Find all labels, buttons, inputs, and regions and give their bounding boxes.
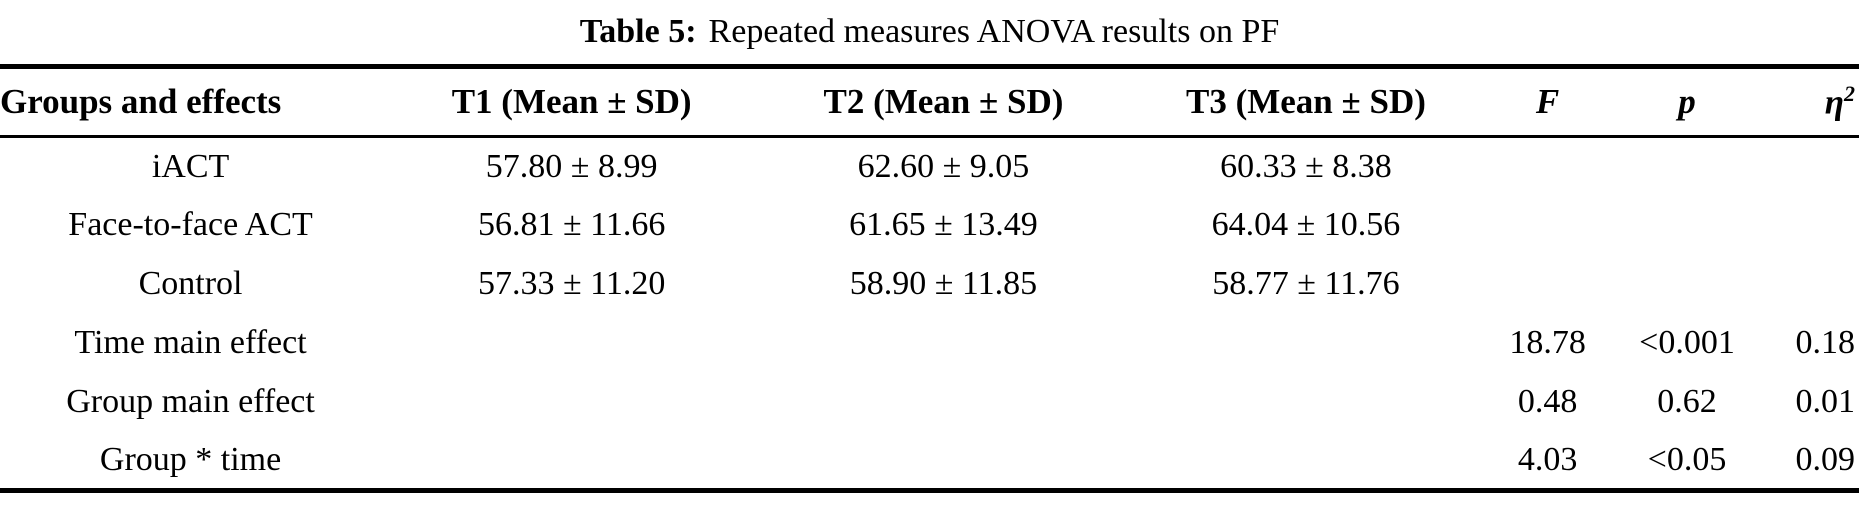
cell-t3-value: 60.33 ± 8.38 — [1220, 147, 1392, 185]
cell-t2-value — [762, 432, 1125, 491]
cell-t2-value — [762, 314, 1125, 373]
cell-t1-value — [381, 314, 762, 373]
header-t2-mean-sd: T2 (Mean ± SD) — [823, 82, 1064, 121]
cell-group-label: iACT — [151, 147, 230, 185]
table-row-group-time-interaction: Group * time 4.03 <0.05 0.09 — [0, 432, 1859, 491]
cell-f-value — [1487, 255, 1608, 314]
header-groups-effects: Groups and effects — [0, 82, 282, 121]
header-t1-mean-sd: T1 (Mean ± SD) — [451, 82, 692, 121]
header-t3-mean-sd: T3 (Mean ± SD) — [1185, 82, 1426, 121]
eta-superscript: 2 — [1844, 81, 1855, 107]
header-p-value: p — [1678, 82, 1696, 121]
cell-t1-value: 56.81 ± 11.66 — [477, 206, 666, 243]
table-row-time-main-effect: Time main effect 18.78 <0.001 0.18 — [0, 314, 1859, 373]
cell-t3-value: 58.77 ± 11.76 — [1212, 265, 1400, 302]
cell-t3-value: 64.04 ± 10.56 — [1211, 206, 1401, 243]
cell-eta2-value: 0.01 — [1795, 383, 1856, 420]
cell-eta2-value — [1766, 137, 1859, 196]
cell-t1-value: 57.33 ± 11.20 — [477, 265, 666, 302]
cell-effect-label: Time main effect — [74, 324, 307, 361]
cell-group-label: Face-to-face ACT — [68, 206, 313, 243]
cell-t2-value: 62.60 ± 9.05 — [857, 147, 1030, 185]
cell-eta2-value — [1766, 255, 1859, 314]
table-caption-text: Repeated measures ANOVA results on PF — [708, 13, 1280, 50]
cell-effect-label: Group * time — [99, 440, 282, 478]
cell-p-value: 0.62 — [1657, 383, 1717, 420]
cell-group-label: Control — [138, 265, 243, 302]
cell-eta2-value — [1766, 196, 1859, 255]
cell-p-value — [1608, 137, 1766, 196]
cell-t2-value: 58.90 ± 11.85 — [849, 265, 1038, 302]
cell-t1-value — [381, 373, 762, 432]
cell-t3-value — [1125, 432, 1488, 491]
cell-f-value: 18.78 — [1509, 324, 1586, 361]
table-row-control: Control 57.33 ± 11.20 58.90 ± 11.85 58.7… — [0, 255, 1859, 314]
cell-eta2-value: 0.09 — [1795, 440, 1856, 478]
table-row-group-main-effect: Group main effect 0.48 0.62 0.01 — [0, 373, 1859, 432]
cell-t1-value — [381, 432, 762, 491]
cell-p-value: <0.001 — [1639, 324, 1735, 361]
cell-t2-value: 61.65 ± 13.49 — [849, 206, 1038, 243]
table-caption-label: Table 5: — [579, 13, 697, 50]
header-row: Groups and effects T1 (Mean ± SD) T2 (Me… — [0, 67, 1859, 137]
table-caption: Table 5: Repeated measures ANOVA results… — [0, 0, 1859, 64]
cell-f-value — [1487, 196, 1608, 255]
header-f-statistic: F — [1535, 82, 1560, 121]
cell-t3-value — [1125, 314, 1488, 373]
cell-f-value — [1487, 137, 1608, 196]
table-row-face-to-face-act: Face-to-face ACT 56.81 ± 11.66 61.65 ± 1… — [0, 196, 1859, 255]
cell-f-value: 4.03 — [1517, 440, 1578, 478]
cell-t1-value: 57.80 ± 8.99 — [485, 147, 658, 185]
anova-results-table: Groups and effects T1 (Mean ± SD) T2 (Me… — [0, 64, 1859, 493]
cell-p-value — [1608, 196, 1766, 255]
cell-effect-label: Group main effect — [66, 383, 315, 420]
cell-f-value: 0.48 — [1517, 383, 1578, 420]
cell-p-value — [1608, 255, 1766, 314]
cell-p-value: <0.05 — [1647, 440, 1727, 478]
table-row-iact: iACT 57.80 ± 8.99 62.60 ± 9.05 60.33 ± 8… — [0, 137, 1859, 196]
eta-symbol: η — [1824, 82, 1844, 122]
cell-eta2-value: 0.18 — [1795, 324, 1856, 361]
cell-t3-value — [1125, 373, 1488, 432]
cell-t2-value — [762, 373, 1125, 432]
header-eta-squared: η2 — [1766, 67, 1859, 137]
